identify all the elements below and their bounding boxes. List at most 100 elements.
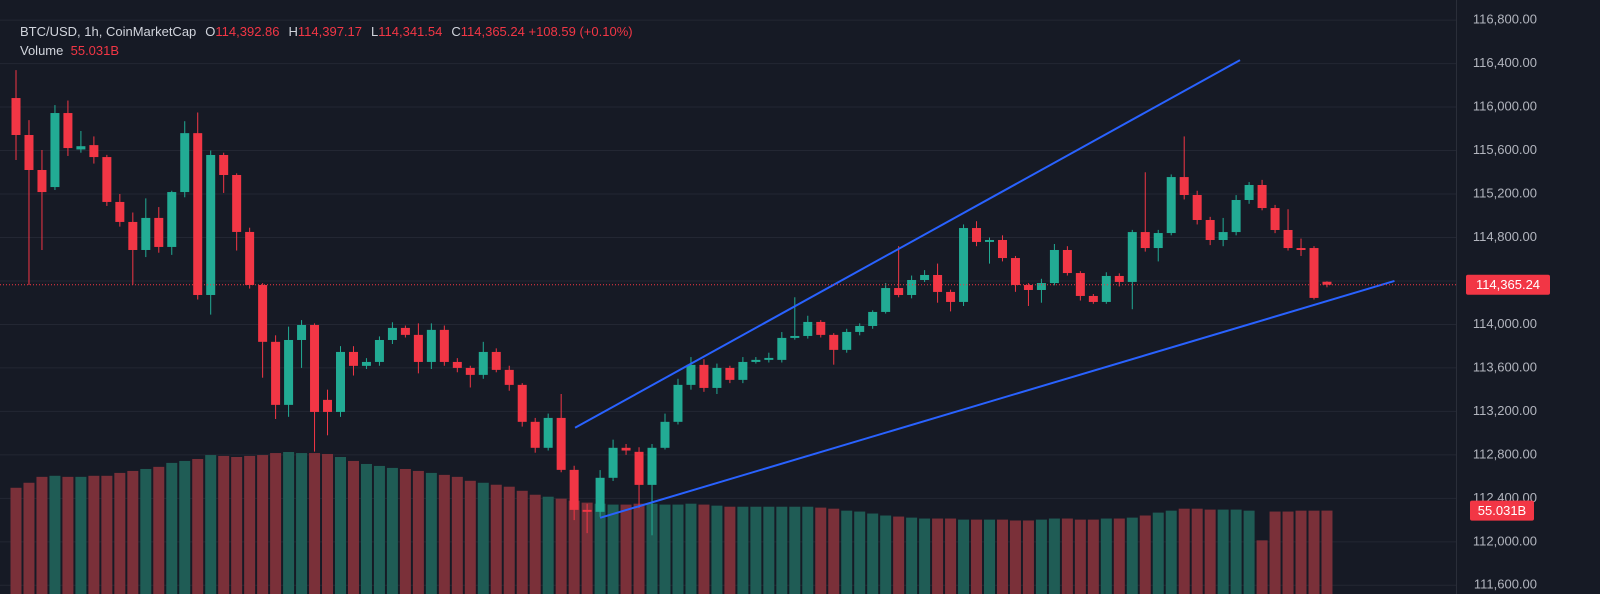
volume-bar (10, 487, 22, 594)
volume-bar (893, 516, 905, 594)
volume-bar (309, 453, 321, 594)
candle-body (907, 279, 917, 295)
candle-body (413, 334, 423, 362)
y-tick-label: 114,800.00 (1473, 229, 1537, 244)
candle-body (894, 288, 904, 295)
candle-body (777, 337, 787, 360)
candle-body (167, 192, 177, 247)
price-label-box (1466, 274, 1550, 295)
volume-bar (750, 506, 762, 594)
ohlc-key: O (205, 24, 216, 39)
candle-body (1036, 283, 1046, 290)
volume-bar (581, 502, 593, 594)
volume-bar (1204, 509, 1216, 594)
volume-bar (23, 482, 35, 594)
volume-bar (542, 496, 554, 594)
volume-bar (1022, 520, 1034, 594)
trendline (599, 280, 1395, 519)
candle-body (855, 325, 865, 332)
candle-body (24, 134, 34, 170)
volume-bar (490, 484, 502, 594)
candle-body (37, 169, 47, 193)
candle-body (738, 361, 748, 380)
candle-body (517, 384, 527, 422)
ohlc-key: H (288, 24, 298, 39)
volume-bar (737, 506, 749, 594)
legend-row: Volume 55.031B (20, 41, 633, 60)
candle-body (452, 361, 462, 368)
candle-body (193, 133, 203, 295)
candle-body (232, 174, 242, 232)
volume-bar (1087, 519, 1099, 594)
volume-bar (1113, 518, 1125, 594)
ohlc-value: 114,365.24 (460, 24, 525, 39)
volume-bar (244, 455, 256, 594)
candle-body (504, 369, 514, 385)
volume-bar (1035, 519, 1047, 594)
ohlc-value: 114,341.54 (378, 24, 443, 39)
volume-bar (919, 518, 931, 594)
volume-bar (1009, 520, 1021, 594)
volume-bar (958, 519, 970, 594)
volume-bar (945, 518, 957, 594)
volume-bar (1139, 515, 1151, 594)
candle-body (439, 329, 449, 362)
volume-bar (763, 506, 775, 594)
volume-bar (386, 467, 398, 594)
candle-body (933, 274, 943, 292)
volume-bar (140, 468, 152, 594)
volume-bar (971, 519, 983, 594)
volume-bar (633, 503, 645, 594)
volume-bar (529, 494, 541, 594)
candle-body (803, 321, 813, 336)
candle-body (1088, 295, 1098, 302)
candle-body (1062, 249, 1072, 274)
volume-bar (672, 504, 684, 594)
volume-bar (477, 482, 489, 594)
y-tick-label: 113,600.00 (1473, 359, 1537, 374)
candle-body (1257, 184, 1267, 209)
volume-value: 55.031B (70, 43, 120, 58)
y-tick-label: 115,200.00 (1473, 185, 1537, 200)
volume-bar (1061, 518, 1073, 594)
candle-body (1309, 248, 1319, 298)
candle-body (959, 228, 969, 302)
volume-bar (1269, 511, 1281, 594)
candle-body (972, 228, 982, 242)
y-tick-label: 114,000.00 (1473, 316, 1537, 331)
volume-bar (127, 470, 139, 594)
volume-bar (854, 511, 866, 594)
candle-body (128, 221, 138, 250)
volume-bar (1308, 510, 1320, 594)
ohlc-key: L (371, 24, 379, 39)
volume-bar (620, 504, 632, 594)
candle-body (258, 284, 268, 342)
volume-bar (1217, 509, 1229, 594)
candle-body (63, 113, 73, 149)
volume-bar (724, 506, 736, 594)
candle-body (1283, 229, 1293, 249)
candle-body (426, 329, 436, 362)
candle-body (621, 447, 631, 451)
candle-body (284, 339, 294, 405)
volume-bar (568, 500, 580, 594)
volume-bar (555, 498, 567, 594)
volume-bar (802, 506, 814, 594)
candle-body (102, 157, 112, 202)
candle-body (556, 417, 566, 470)
volume-bar (347, 460, 359, 594)
volume-bar (322, 453, 334, 594)
volume-bar (257, 455, 269, 594)
price-label: 114,365.24 (1476, 277, 1540, 292)
candle-body (712, 367, 722, 388)
candle-body (400, 327, 410, 335)
volume-bar (166, 462, 178, 594)
volume-name: Volume (20, 43, 64, 58)
volume-bar (1048, 518, 1060, 594)
candle-body (764, 357, 774, 360)
volume-bar (828, 508, 840, 594)
volume-bar (1165, 510, 1177, 594)
candle-body (180, 133, 190, 193)
candle-body (1101, 275, 1111, 302)
